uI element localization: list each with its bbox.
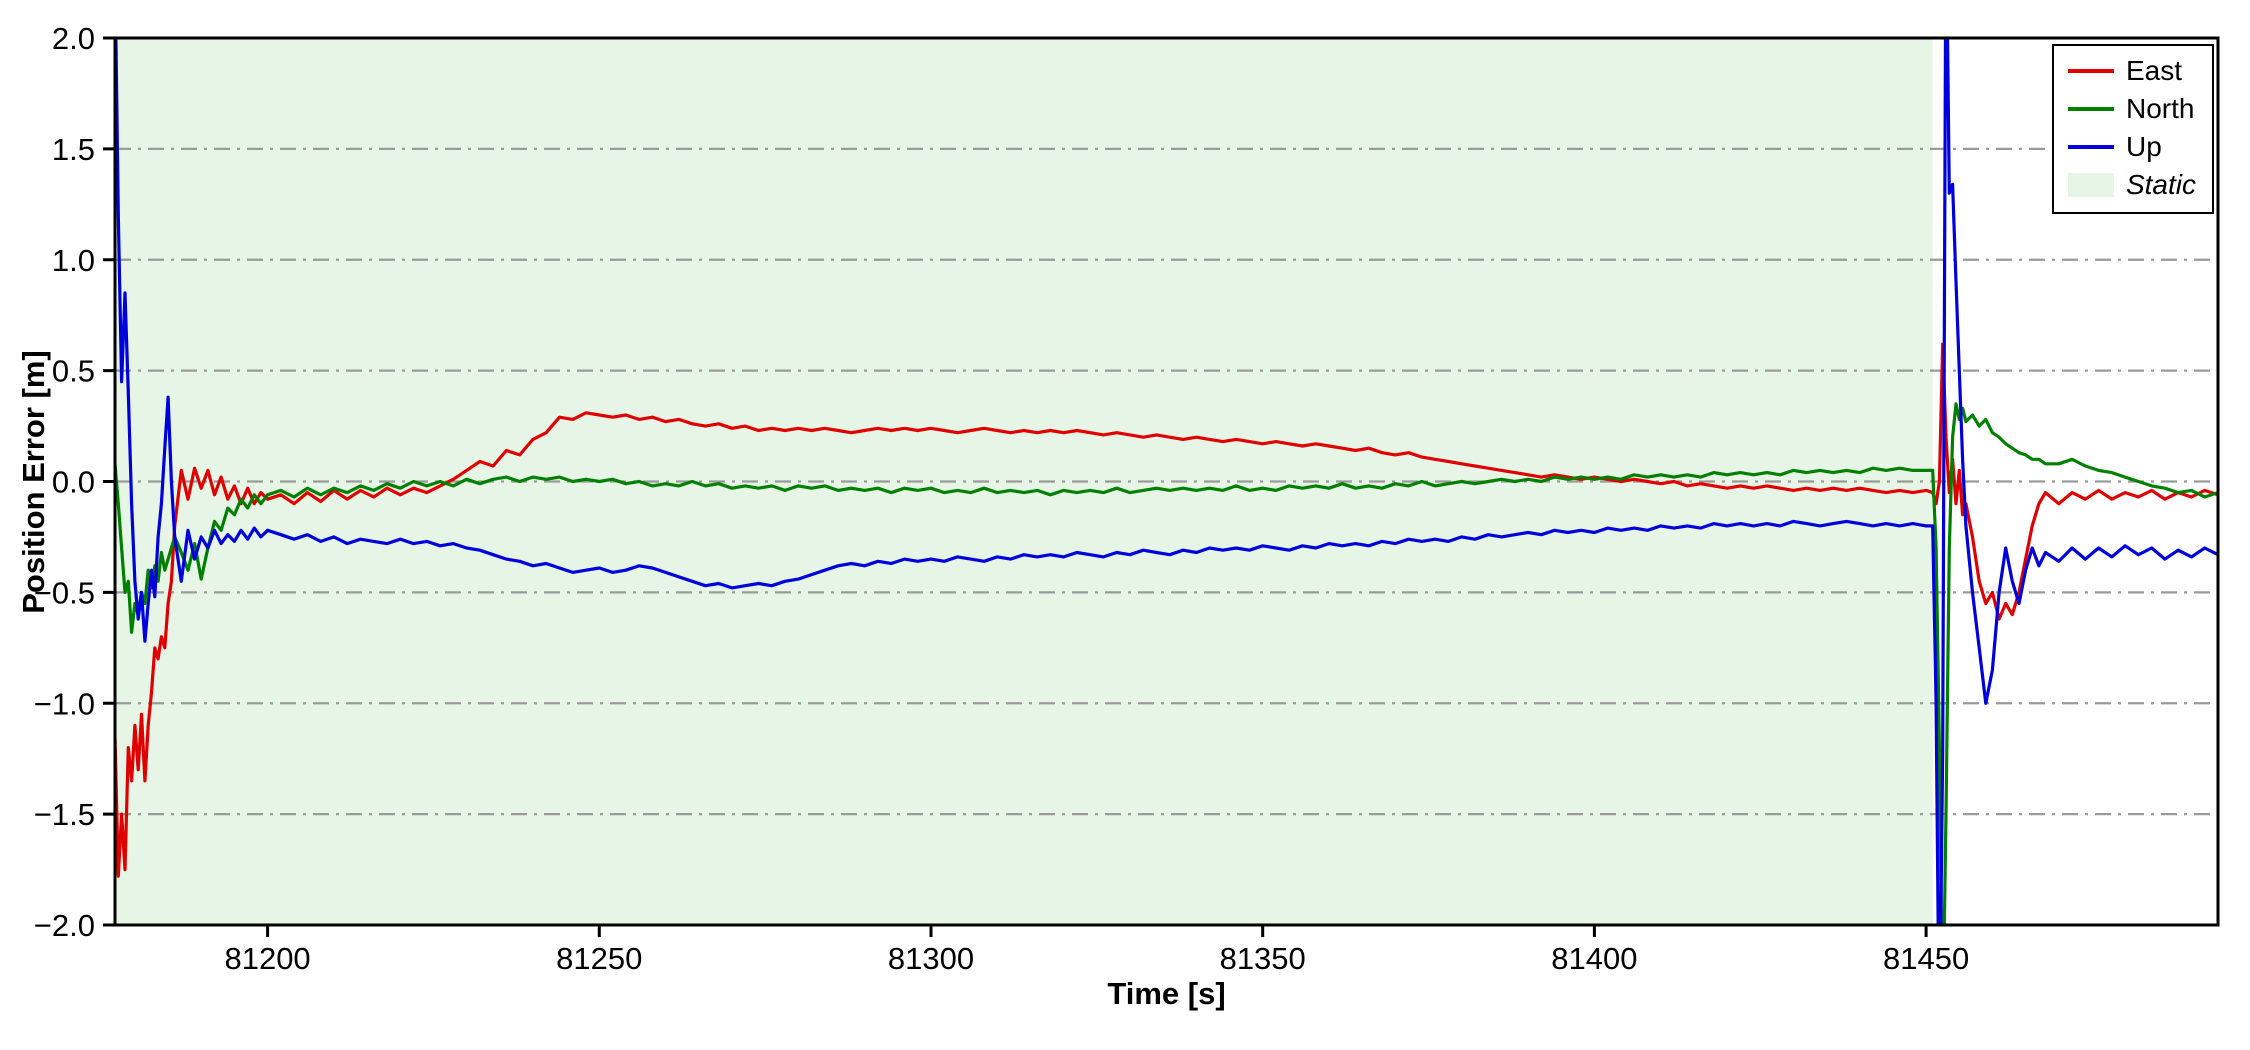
y-axis-label: Position Error [m] [16,350,51,614]
x-tick-label: 81350 [1220,941,1306,976]
series-line-up [115,38,2218,925]
legend-item-east: East [2067,54,2196,88]
y-tick-label: 0.0 [52,465,95,500]
up-line-swatch [2067,145,2114,149]
x-tick-label: 81400 [1551,941,1637,976]
y-tick-label: −1.5 [34,797,95,832]
legend-label-east: East [2125,55,2182,86]
east-line-swatch [2067,69,2114,73]
static-patch-swatch [2067,173,2114,197]
legend-item-north: North [2067,92,2196,126]
y-tick-label: −2.0 [34,908,95,943]
y-tick-label: −0.5 [34,575,95,610]
legend-label-static: Static [2125,169,2196,200]
x-axis-label: Time [s] [1107,976,1226,1011]
legend: East North Up Static [2051,44,2214,214]
y-tick-label: 1.5 [52,132,95,167]
series-line-north [115,402,2218,925]
x-tick-label: 81200 [224,941,310,976]
x-tick-label: 81250 [556,941,642,976]
y-tick-label: 0.5 [52,354,95,389]
y-tick-label: −1.0 [34,686,95,721]
legend-label-up: Up [2125,131,2162,162]
x-tick-label: 81300 [888,941,974,976]
legend-item-static: Static [2067,168,2196,202]
y-tick-label: 2.0 [52,21,95,56]
series-line-east [115,342,2218,878]
legend-label-north: North [2125,93,2195,124]
x-tick-label: 81450 [1883,941,1969,976]
north-line-swatch [2067,107,2114,111]
y-tick-label: 1.0 [52,243,95,278]
legend-item-up: Up [2067,130,2196,164]
